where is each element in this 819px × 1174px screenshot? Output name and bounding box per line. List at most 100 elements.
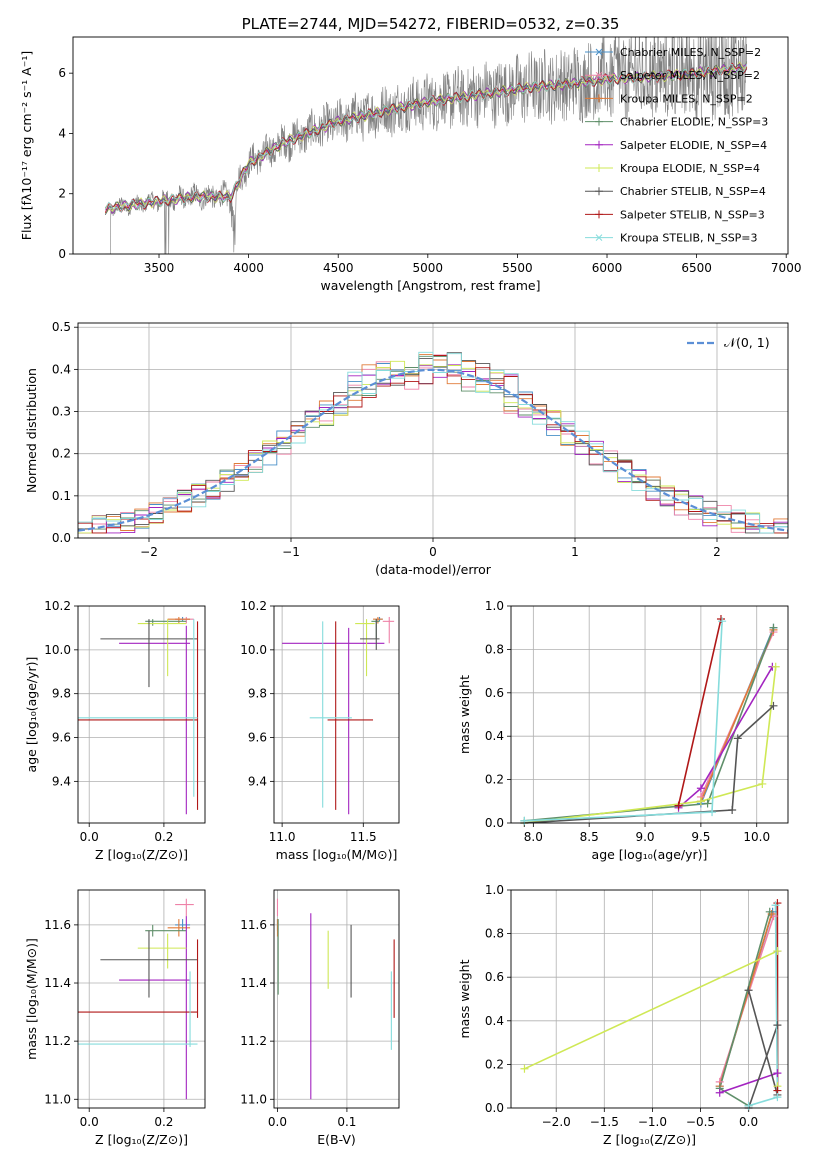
histogram-step-8 bbox=[78, 351, 788, 534]
x-axis-label: E(B-V) bbox=[317, 1132, 356, 1147]
legend-marker-5 bbox=[595, 164, 603, 172]
y-tick-label: 0.0 bbox=[52, 531, 71, 545]
observed-spectrum-line bbox=[105, 37, 747, 254]
y-tick-label: 4 bbox=[58, 126, 66, 140]
x-tick-label: 0.1 bbox=[337, 1115, 356, 1129]
x-tick-label: −0.5 bbox=[686, 1115, 715, 1129]
axes-frame bbox=[77, 322, 789, 539]
axes-frame bbox=[273, 605, 400, 824]
x-tick-label: 5500 bbox=[502, 261, 533, 275]
series-point-4-0 bbox=[715, 1088, 724, 1097]
legend-label-3: Chabrier ELODIE, N_SSP=3 bbox=[620, 116, 768, 129]
x-tick-label: 4000 bbox=[233, 261, 264, 275]
y-axis-label: mass weight bbox=[457, 675, 472, 754]
series-point-6-3 bbox=[769, 701, 778, 710]
legend-label-0: Chabrier MILES, N_SSP=2 bbox=[620, 46, 761, 59]
x-tick-label: 11.5 bbox=[350, 830, 377, 844]
y-tick-label: 9.4 bbox=[248, 774, 267, 788]
y-tick-label: 0.4 bbox=[52, 362, 71, 376]
plot-area bbox=[274, 890, 399, 1108]
x-tick-label: 0.0 bbox=[268, 1115, 287, 1129]
y-tick-label: 2 bbox=[58, 187, 66, 201]
x-axis-label: Z [log₁₀(Z/Z⊙)] bbox=[95, 847, 188, 862]
y-tick-label: 6 bbox=[58, 66, 66, 80]
series-point-6-1 bbox=[773, 1021, 782, 1030]
plot-area bbox=[78, 890, 205, 1108]
series-point-3-2 bbox=[769, 623, 778, 632]
mass-vs-ebv-panel: 0.0 0.1 11.0 11.2 11.4 11.6 E(B-V) bbox=[240, 889, 400, 1147]
y-axis-label: Flux [fλ10⁻¹⁷ erg cm⁻² s⁻¹ A⁻¹] bbox=[19, 51, 34, 240]
x-axis-label: Z [log₁₀(Z/Z⊙)] bbox=[95, 1132, 188, 1147]
residuals-panel: −2 −1 0 1 2 0.0 0.1 0.2 0.3 0.4 0.5 (data-model)/er… bbox=[24, 320, 789, 577]
y-tick-label: 9.8 bbox=[52, 687, 71, 701]
y-tick-label: 0.1 bbox=[52, 489, 71, 503]
series-point-6-1 bbox=[728, 805, 737, 814]
x-tick-label: 0.0 bbox=[739, 1115, 758, 1129]
legend-marker-3 bbox=[595, 117, 603, 126]
y-tick-label: 0.0 bbox=[485, 816, 504, 830]
series-point-7-0 bbox=[674, 801, 683, 810]
x-tick-label: 0 bbox=[429, 545, 437, 559]
legend-label-4: Salpeter ELODIE, N_SSP=4 bbox=[620, 139, 767, 152]
legend-label-8: Kroupa STELIB, N_SSP=3 bbox=[620, 232, 758, 245]
series-point-8-2 bbox=[771, 901, 780, 910]
x-tick-label: 11.0 bbox=[269, 830, 296, 844]
legend-marker-4 bbox=[595, 140, 603, 149]
y-tick-label: 0.4 bbox=[485, 729, 504, 743]
axes-frame bbox=[510, 889, 789, 1109]
y-tick-label: 0.2 bbox=[485, 773, 504, 787]
x-tick-label: 4500 bbox=[323, 261, 354, 275]
y-tick-label: 0.6 bbox=[485, 686, 504, 700]
y-tick-label: 11.6 bbox=[240, 918, 267, 932]
y-tick-label: 10.0 bbox=[240, 643, 267, 657]
y-axis-label: age [log₁₀(age/yr)] bbox=[24, 657, 39, 773]
y-tick-label: 0.0 bbox=[485, 1101, 504, 1115]
y-tick-label: 11.4 bbox=[240, 976, 267, 990]
legend-label-normal: 𝒩(0, 1) bbox=[724, 335, 770, 350]
plot-area bbox=[78, 606, 205, 823]
y-tick-label: 0.3 bbox=[52, 405, 71, 419]
x-tick-label: −2.0 bbox=[542, 1115, 571, 1129]
series-point-5-1 bbox=[773, 947, 782, 956]
x-tick-label: 3500 bbox=[144, 261, 175, 275]
y-tick-label: 11.6 bbox=[44, 918, 71, 932]
x-axis-label: mass [log₁₀(M/M⊙)] bbox=[276, 847, 398, 862]
massweight-vs-metallicity-panel: −2.0 −1.5 −1.0 −0.5 0.0 0.0 0.2 0.4 0.6 0.8 1.0 Z [… bbox=[457, 883, 789, 1147]
mass-vs-metallicity-panel: 0.0 0.2 11.0 11.2 11.4 11.6 Z [log₁₀(Z/Z⊙)] mas… bbox=[24, 889, 206, 1147]
y-tick-label: 10.0 bbox=[44, 643, 71, 657]
y-tick-label: 10.2 bbox=[240, 599, 267, 613]
legend-marker-8 bbox=[595, 234, 603, 241]
x-axis-label: wavelength [Angstrom, rest frame] bbox=[320, 278, 540, 293]
y-tick-label: 0.2 bbox=[485, 1057, 504, 1071]
legend-label-1: Salpeter MILES, N_SSP=2 bbox=[620, 69, 760, 82]
x-axis-label: age [log₁₀(age/yr)] bbox=[592, 847, 708, 862]
series-point-5-1 bbox=[696, 797, 705, 806]
plot-area bbox=[78, 323, 788, 538]
y-tick-label: 0.4 bbox=[485, 1014, 504, 1028]
x-tick-label: 0.2 bbox=[154, 830, 173, 844]
series-point-6-2 bbox=[733, 734, 742, 743]
axes-frame bbox=[77, 605, 206, 824]
x-tick-label: 6000 bbox=[592, 261, 623, 275]
model-line-7 bbox=[104, 62, 748, 214]
y-tick-label: 0.6 bbox=[485, 970, 504, 984]
x-tick-label: 0.0 bbox=[80, 1115, 99, 1129]
x-tick-label: 9.0 bbox=[635, 830, 654, 844]
x-tick-label: 9.5 bbox=[691, 830, 710, 844]
series-point-6-3 bbox=[744, 986, 753, 995]
chart-title: PLATE=2744, MJD=54272, FIBERID=0532, z=0… bbox=[242, 15, 620, 33]
y-tick-label: 9.4 bbox=[52, 774, 71, 788]
age-vs-metallicity-panel: 0.0 0.2 9.4 9.6 9.8 10.0 10.2 Z [log₁₀(Z/Z⊙)] ag… bbox=[24, 599, 206, 862]
x-tick-label: −1 bbox=[282, 545, 300, 559]
axes-frame bbox=[510, 605, 789, 824]
legend-label-7: Salpeter STELIB, N_SSP=3 bbox=[620, 208, 765, 221]
x-tick-label: 8.0 bbox=[524, 830, 543, 844]
y-tick-label: 0.8 bbox=[485, 927, 504, 941]
y-tick-label: 11.2 bbox=[44, 1034, 71, 1048]
series-line-5 bbox=[524, 666, 777, 823]
y-tick-label: 0.5 bbox=[52, 320, 71, 334]
massweight-vs-age-panel: 8.0 8.5 9.0 9.5 10.0 0.0 0.2 0.4 0.6 0.8 1.0 age [l… bbox=[457, 599, 789, 862]
y-tick-label: 11.0 bbox=[44, 1092, 71, 1106]
series-point-3-2 bbox=[765, 907, 774, 916]
